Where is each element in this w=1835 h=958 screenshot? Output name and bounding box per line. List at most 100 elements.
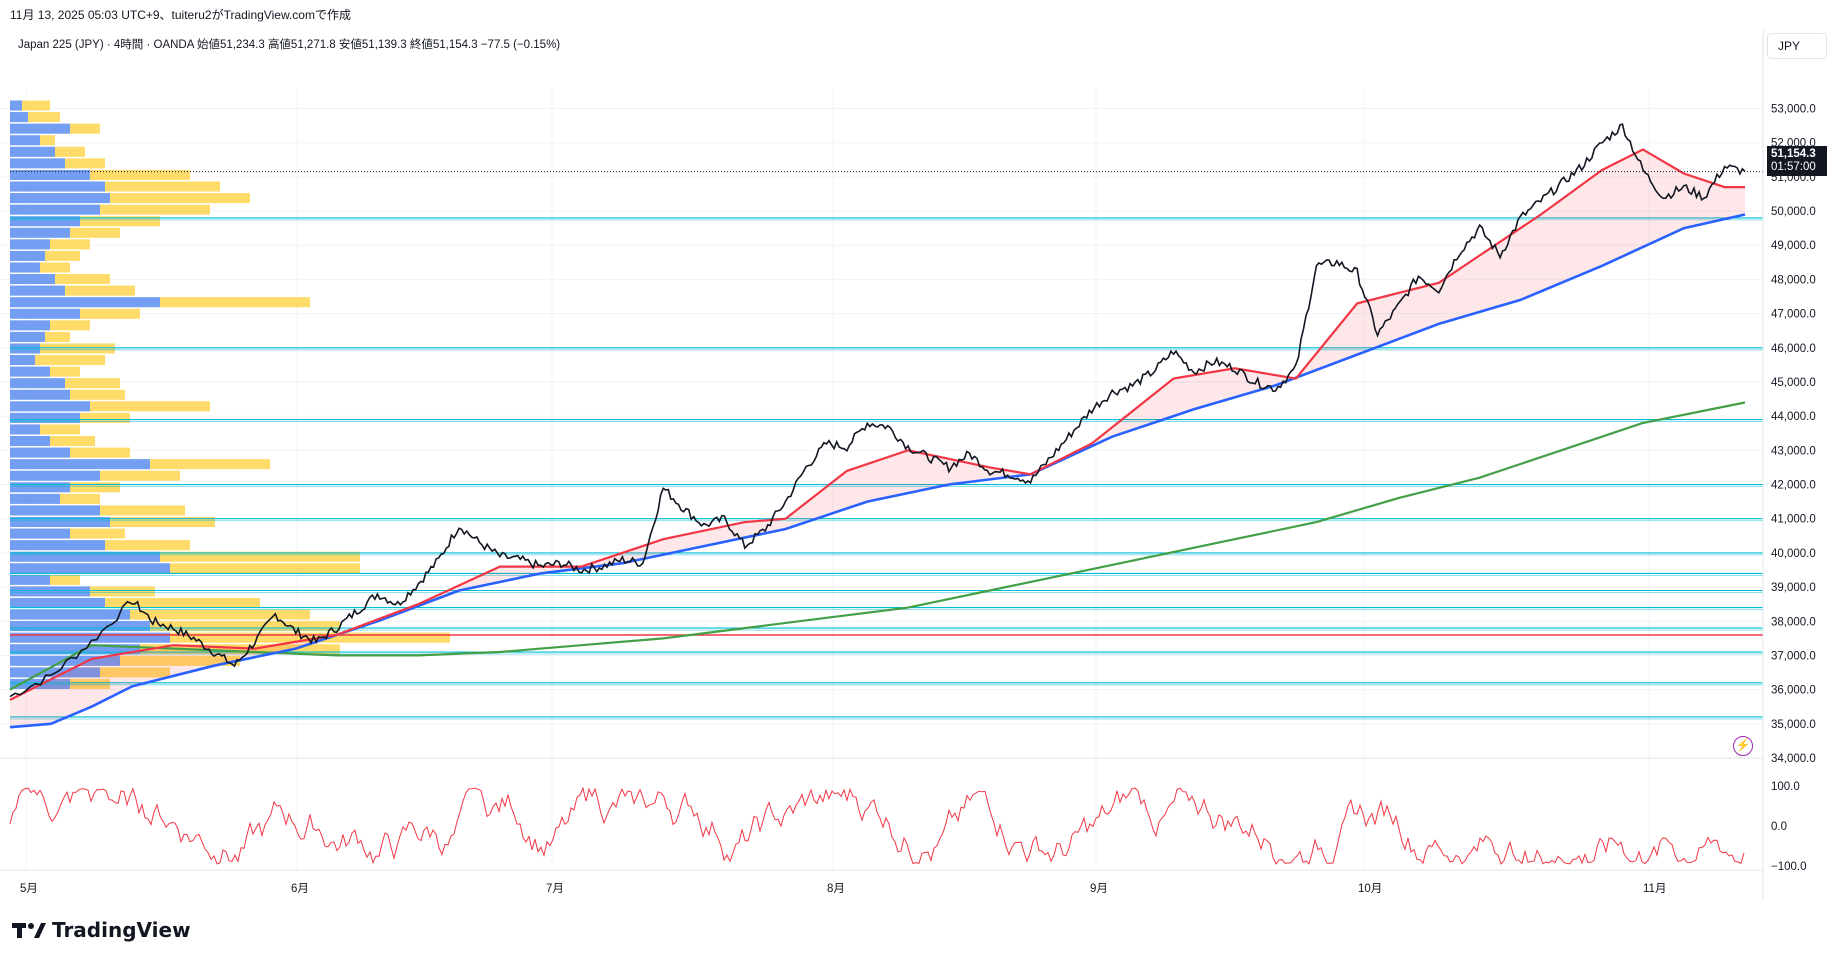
volume-profile-bar-blue (10, 366, 50, 377)
volume-profile-bar-blue (10, 540, 105, 551)
legend-change: −77.5 (−0.15%) (480, 39, 561, 51)
volume-profile-bar-blue (10, 262, 40, 273)
volume-profile-bar-blue (10, 551, 160, 562)
volume-profile-bar-blue (10, 632, 170, 643)
price-chart[interactable]: 53,000.052,000.051,000.050,000.049,000.0… (0, 0, 1835, 910)
volume-profile-bar-yellow (80, 412, 130, 423)
oscillator-tick-label: 100.0 (1771, 781, 1800, 793)
volume-profile-bar-yellow (45, 331, 70, 342)
price-tick-label: 40,000.0 (1771, 548, 1816, 560)
volume-profile-bar-blue (10, 401, 90, 412)
price-tick-label: 46,000.0 (1771, 343, 1816, 355)
volume-profile-bar-blue (10, 169, 90, 180)
volume-profile-bar-blue (10, 459, 150, 470)
volume-profile-bar-yellow (35, 355, 105, 366)
volume-profile-bar-yellow (70, 528, 125, 539)
volume-profile-bar-blue (10, 528, 70, 539)
ema-mid-line (9, 213, 1746, 729)
volume-profile-bar-yellow (140, 644, 340, 655)
time-axis: 5月 6月 7月 8月 9月 10月 11月 (20, 883, 1666, 895)
volume-profile-bar-blue (10, 597, 105, 609)
time-tick-label: 5月 (20, 883, 38, 895)
price-tick-label: 49,000.0 (1771, 240, 1816, 252)
volume-profile-bar-blue (10, 227, 70, 238)
volume-profile-bar-yellow (65, 378, 120, 389)
volume-profile-bar-yellow (70, 389, 125, 400)
last-price-tag: 51,154.3 01:57:00 (1767, 146, 1827, 176)
price-tick-label: 48,000.0 (1771, 274, 1816, 286)
price-tick-label: 43,000.0 (1771, 445, 1816, 457)
volume-profile-bar-blue (10, 574, 50, 585)
volume-profile-bar-yellow (70, 227, 120, 238)
volume-profile-bar-blue (10, 470, 100, 481)
volume-profile-bar-blue (10, 412, 80, 423)
volume-profile-bar-blue (10, 250, 45, 261)
volume-profile-bar-yellow (50, 320, 90, 331)
time-tick-label: 6月 (291, 883, 309, 895)
volume-profile-bar-yellow (90, 586, 155, 597)
volume-profile-bar-blue (10, 621, 150, 632)
volume-profile-bar-blue (10, 135, 40, 146)
price-line (9, 123, 1746, 698)
volume-profile-bar-blue (10, 100, 22, 111)
volume-profile-bar-yellow (70, 447, 130, 458)
time-tick-label: 11月 (1643, 883, 1666, 895)
volume-profile-bar-blue (10, 181, 105, 192)
price-tick-label: 53,000.0 (1771, 104, 1816, 116)
volume-profile-bar-blue (10, 308, 80, 319)
legend-symbol[interactable]: Japan 225 (JPY) · 4時間 · OANDA (18, 39, 194, 51)
oscillator-tick-label: −100.0 (1771, 861, 1807, 873)
volume-profile-bar-yellow (105, 181, 220, 192)
volume-profile-bar-yellow (100, 667, 170, 678)
volume-profile-bar-blue (10, 355, 35, 366)
price-tick-label: 35,000.0 (1771, 719, 1816, 731)
volume-profile-bar-yellow (100, 470, 180, 481)
legend-close: 終値51,154.3 (409, 39, 478, 51)
price-tick-label: 41,000.0 (1771, 514, 1816, 526)
volume-profile-bar-yellow (150, 621, 340, 632)
price-tick-label: 44,000.0 (1771, 411, 1816, 423)
volume-profile-bar-yellow (65, 285, 135, 296)
volume-profile-bar-yellow (50, 366, 80, 377)
volume-profile-bar-yellow (120, 655, 240, 666)
volume-profile-bar-blue (10, 216, 80, 227)
volume-profile-bar-blue (10, 424, 40, 435)
price-tick-label: 45,000.0 (1771, 377, 1816, 389)
price-tick-label: 37,000.0 (1771, 650, 1816, 662)
currency-selector[interactable]: JPY (1767, 33, 1827, 59)
time-tick-label: 8月 (827, 883, 845, 895)
volume-profile-bar-yellow (160, 551, 360, 562)
price-axis: 53,000.052,000.051,000.050,000.049,000.0… (1771, 104, 1816, 765)
oscillator-line (9, 786, 1745, 865)
tradingview-logo-icon (12, 923, 46, 938)
volume-profile-bar-blue (10, 204, 100, 215)
volume-profile-bar-blue (10, 146, 55, 157)
time-tick-label: 10月 (1358, 883, 1382, 895)
volume-profile-bar-yellow (70, 678, 110, 689)
volume-profile-bar-blue (10, 331, 45, 342)
bar-countdown: 01:57:00 (1771, 161, 1816, 173)
last-price-value: 51,154.3 (1771, 148, 1816, 160)
price-tick-label: 38,000.0 (1771, 616, 1816, 628)
volume-profile-bar-blue (10, 505, 100, 516)
legend-high: 高値51,271.8 (267, 39, 336, 51)
price-tick-label: 50,000.0 (1771, 206, 1816, 218)
volume-profile-bar-yellow (110, 516, 215, 528)
volume-profile-bar-yellow (80, 216, 160, 227)
volume-profile-bar-yellow (110, 193, 250, 204)
volume-profile-bar-yellow (100, 505, 185, 516)
lightning-icon[interactable]: ⚡ (1733, 736, 1753, 756)
volume-profile-bar-yellow (28, 112, 60, 123)
volume-profile-bar-blue (10, 516, 110, 528)
volume-profile-bar-yellow (130, 609, 310, 620)
oscillator-axis: 100.0 0.0 −100.0 (1771, 781, 1807, 873)
volume-profile-bar-yellow (55, 274, 110, 285)
volume-profile-bar-yellow (40, 262, 70, 273)
ema-fast-line (9, 148, 1745, 701)
volume-profile-bar-blue (10, 644, 140, 655)
legend-open: 始値51,234.3 (196, 39, 265, 51)
volume-profile-bar-blue (10, 239, 50, 250)
volume-profile-bar-blue (10, 274, 55, 285)
volume-profile-bar-yellow (50, 239, 90, 250)
volume-profile-bar-yellow (40, 424, 80, 435)
